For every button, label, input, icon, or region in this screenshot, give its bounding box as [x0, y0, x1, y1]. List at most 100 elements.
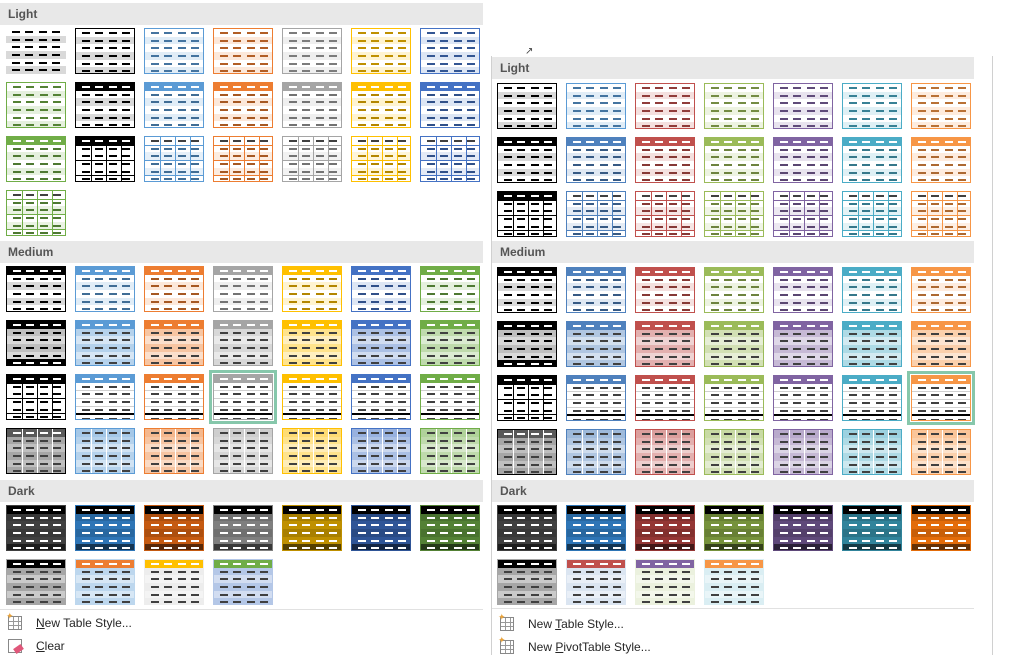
table-style-light-20[interactable] — [842, 191, 902, 237]
table-style-medium-15[interactable] — [6, 374, 66, 420]
table-style-light-21[interactable] — [420, 136, 480, 182]
table-style-medium-19[interactable] — [282, 374, 342, 420]
table-style-light-10[interactable] — [635, 137, 695, 183]
table-style-dark-8[interactable] — [6, 559, 66, 605]
new-table-style-menu-item[interactable]: ✦ New Table Style... — [498, 613, 624, 635]
table-style-light-2[interactable] — [566, 83, 626, 129]
table-style-light-14[interactable] — [420, 82, 480, 128]
table-style-dark-4[interactable] — [213, 505, 273, 551]
table-style-light-11[interactable] — [213, 82, 273, 128]
table-style-light-19[interactable] — [282, 136, 342, 182]
table-style-dark-6[interactable] — [842, 505, 902, 551]
table-style-light-14[interactable] — [911, 137, 971, 183]
table-style-medium-7[interactable] — [911, 267, 971, 313]
table-style-medium-26[interactable] — [282, 428, 342, 474]
table-style-medium-27[interactable] — [842, 429, 902, 475]
table-style-dark-3[interactable] — [144, 505, 204, 551]
table-style-dark-3[interactable] — [635, 505, 695, 551]
table-style-medium-27[interactable] — [351, 428, 411, 474]
table-style-light-8[interactable] — [6, 82, 66, 128]
table-style-dark-8[interactable] — [497, 559, 557, 605]
table-style-dark-9[interactable] — [566, 559, 626, 605]
table-style-medium-8[interactable] — [497, 321, 557, 367]
table-style-medium-1[interactable] — [6, 266, 66, 312]
table-style-light-17[interactable] — [635, 191, 695, 237]
table-style-medium-17[interactable] — [635, 375, 695, 421]
table-style-light-18[interactable] — [213, 136, 273, 182]
table-style-medium-9[interactable] — [566, 321, 626, 367]
table-style-dark-7[interactable] — [420, 505, 480, 551]
table-style-light-12[interactable] — [773, 137, 833, 183]
table-style-medium-6[interactable] — [842, 267, 902, 313]
table-style-medium-24[interactable] — [635, 429, 695, 475]
table-style-light-5[interactable] — [282, 28, 342, 74]
new-pivottable-style-menu-item[interactable]: ✦ New PivotTable Style... — [498, 636, 651, 658]
table-style-light-13[interactable] — [351, 82, 411, 128]
table-style-light-4[interactable] — [213, 28, 273, 74]
table-style-medium-7[interactable] — [420, 266, 480, 312]
table-style-medium-23[interactable] — [75, 428, 135, 474]
table-style-medium-23[interactable] — [566, 429, 626, 475]
table-style-light-15[interactable] — [497, 191, 557, 237]
table-style-light-1[interactable] — [497, 83, 557, 129]
table-style-medium-16[interactable] — [75, 374, 135, 420]
clear-menu-item[interactable]: Clear — [8, 635, 65, 657]
table-style-light-5[interactable] — [773, 83, 833, 129]
table-style-medium-16[interactable] — [566, 375, 626, 421]
table-style-light-13[interactable] — [842, 137, 902, 183]
table-style-medium-13[interactable] — [842, 321, 902, 367]
table-style-dark-1[interactable] — [497, 505, 557, 551]
table-style-medium-11[interactable] — [704, 321, 764, 367]
table-style-dark-7[interactable] — [911, 505, 971, 551]
table-style-light-19[interactable] — [773, 191, 833, 237]
table-style-dark-11[interactable] — [704, 559, 764, 605]
table-style-light-16[interactable] — [566, 191, 626, 237]
table-style-light-12[interactable] — [282, 82, 342, 128]
table-style-light-8[interactable] — [497, 137, 557, 183]
table-style-dark-9[interactable] — [75, 559, 135, 605]
table-style-medium-20[interactable] — [351, 374, 411, 420]
table-style-light-10[interactable] — [144, 82, 204, 128]
table-style-dark-4[interactable] — [704, 505, 764, 551]
table-style-medium-3[interactable] — [144, 266, 204, 312]
table-style-medium-22[interactable] — [6, 428, 66, 474]
table-style-light-4[interactable] — [704, 83, 764, 129]
table-style-medium-25[interactable] — [704, 429, 764, 475]
table-style-light-1[interactable] — [6, 28, 66, 74]
new-table-style-menu-item[interactable]: ✦ New Table Style... — [6, 612, 132, 634]
table-style-medium-15[interactable] — [497, 375, 557, 421]
table-style-medium-12[interactable] — [773, 321, 833, 367]
table-style-dark-10[interactable] — [144, 559, 204, 605]
table-style-medium-5[interactable] — [773, 267, 833, 313]
table-style-dark-10[interactable] — [635, 559, 695, 605]
table-style-medium-8[interactable] — [6, 320, 66, 366]
table-style-light-20[interactable] — [351, 136, 411, 182]
table-style-dark-5[interactable] — [282, 505, 342, 551]
table-style-medium-14[interactable] — [420, 320, 480, 366]
table-style-light-22[interactable] — [6, 190, 66, 236]
table-style-medium-11[interactable] — [213, 320, 273, 366]
table-style-medium-24[interactable] — [144, 428, 204, 474]
table-style-medium-19[interactable] — [773, 375, 833, 421]
table-style-light-6[interactable] — [351, 28, 411, 74]
table-style-medium-3[interactable] — [635, 267, 695, 313]
table-style-medium-5[interactable] — [282, 266, 342, 312]
table-style-light-7[interactable] — [420, 28, 480, 74]
table-style-medium-1[interactable] — [497, 267, 557, 313]
table-style-medium-9[interactable] — [75, 320, 135, 366]
table-style-medium-26[interactable] — [773, 429, 833, 475]
table-style-light-16[interactable] — [75, 136, 135, 182]
table-style-medium-4[interactable] — [213, 266, 273, 312]
table-style-medium-6[interactable] — [351, 266, 411, 312]
table-style-medium-2[interactable] — [75, 266, 135, 312]
table-style-medium-17[interactable] — [144, 374, 204, 420]
table-style-medium-10[interactable] — [635, 321, 695, 367]
table-style-medium-12[interactable] — [282, 320, 342, 366]
table-style-medium-21[interactable] — [907, 371, 975, 425]
table-style-medium-18[interactable] — [209, 370, 277, 424]
table-style-medium-25[interactable] — [213, 428, 273, 474]
table-style-medium-22[interactable] — [497, 429, 557, 475]
table-style-dark-5[interactable] — [773, 505, 833, 551]
table-style-light-9[interactable] — [75, 82, 135, 128]
table-style-dark-6[interactable] — [351, 505, 411, 551]
